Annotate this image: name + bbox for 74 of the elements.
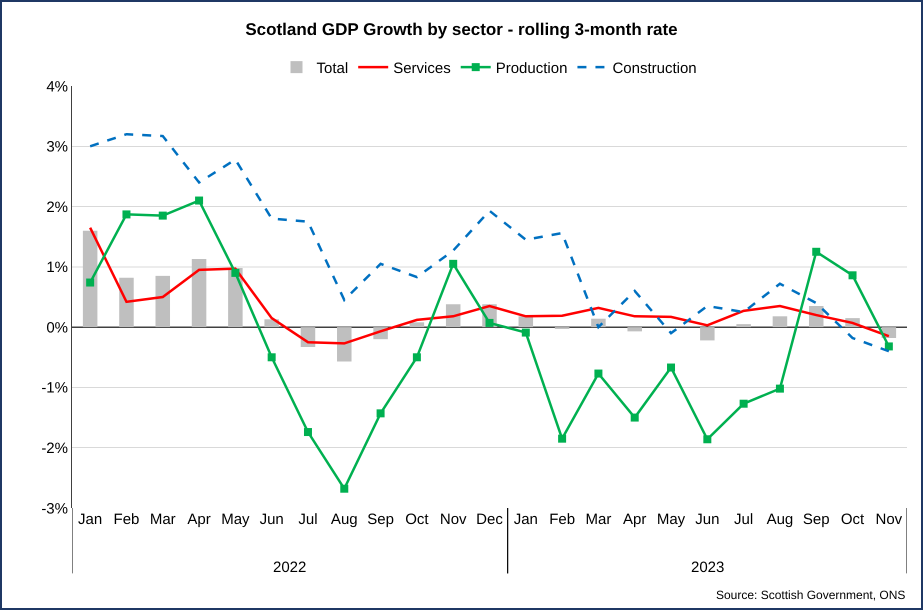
x-tick-label: Jul	[298, 511, 318, 528]
point	[122, 210, 130, 218]
text: 2022	[273, 559, 306, 576]
x-tick-label: Nov	[440, 511, 468, 528]
point	[304, 428, 312, 436]
point	[231, 268, 240, 277]
x-tick-label: Nov	[876, 511, 903, 528]
bar	[119, 278, 134, 328]
bar	[337, 327, 352, 362]
x-tick-label: Jul	[734, 511, 754, 528]
line-series	[88, 226, 890, 345]
bar	[700, 327, 715, 340]
point	[740, 400, 748, 408]
x-tick-label: Mar	[585, 511, 612, 528]
x-tick-label: May	[221, 511, 250, 528]
x-tick-label: Aug	[766, 511, 794, 528]
x-tick-label: Feb	[114, 511, 140, 528]
point	[776, 384, 784, 393]
legend-label: Services	[393, 60, 451, 77]
bar	[736, 324, 751, 328]
x-tick-label: Sep	[802, 511, 830, 528]
y-tick-label: 4%	[46, 78, 68, 96]
point	[848, 271, 857, 280]
y-tick-label: 0%	[46, 319, 68, 336]
x-tick-label: Jun	[260, 511, 284, 528]
y-tick-label: -2%	[41, 440, 68, 457]
point	[195, 196, 204, 205]
point	[594, 370, 602, 378]
point	[884, 342, 893, 350]
legend-label: Construction	[612, 60, 697, 77]
point	[703, 435, 712, 444]
y-tick-label: 2%	[46, 198, 68, 216]
y-tick-label: -1%	[41, 380, 68, 397]
x-tick-label: Dec	[476, 511, 504, 528]
bar	[156, 276, 170, 328]
y-tick-label: -3%	[41, 500, 68, 518]
y-tick-label: 3%	[46, 138, 68, 156]
x-tick-label: Jan	[78, 511, 102, 528]
point	[630, 414, 639, 422]
x-tick-label: Oct	[405, 511, 430, 528]
point	[158, 212, 167, 220]
x-tick-label: May	[656, 511, 686, 528]
point	[449, 260, 458, 268]
point	[522, 328, 530, 337]
point	[486, 318, 494, 327]
legend-label: Total	[316, 60, 348, 77]
x-tick-label: Feb	[549, 511, 576, 528]
point	[667, 364, 676, 372]
bar	[518, 316, 534, 328]
bar	[627, 327, 642, 332]
x-tick-label: Mar	[150, 511, 176, 528]
x-tick-label: Aug	[330, 511, 358, 528]
point	[340, 484, 348, 493]
source-note: Source: Scottish Government, ONS	[716, 588, 906, 602]
point	[268, 353, 276, 362]
bar	[772, 316, 788, 328]
x-tick-label: Jun	[695, 511, 720, 528]
chart-title: Scotland GDP Growth by sector - rolling 3-month rate	[245, 20, 678, 40]
x-tick-label: Apr	[623, 511, 646, 528]
text: 2023	[691, 559, 724, 576]
point	[812, 248, 820, 256]
legend-label: Production	[496, 60, 568, 77]
x-tick-label: Oct	[840, 511, 866, 528]
y-tick-label: 1%	[46, 259, 68, 276]
bar	[82, 230, 98, 328]
point	[558, 434, 566, 443]
point	[86, 278, 94, 287]
x-tick-label: Sep	[367, 511, 394, 528]
x-tick-label: Apr	[187, 511, 211, 528]
point	[376, 409, 385, 418]
x-tick-label: Jan	[514, 511, 538, 528]
bar	[410, 322, 424, 328]
point	[412, 353, 421, 362]
bar	[192, 259, 206, 328]
